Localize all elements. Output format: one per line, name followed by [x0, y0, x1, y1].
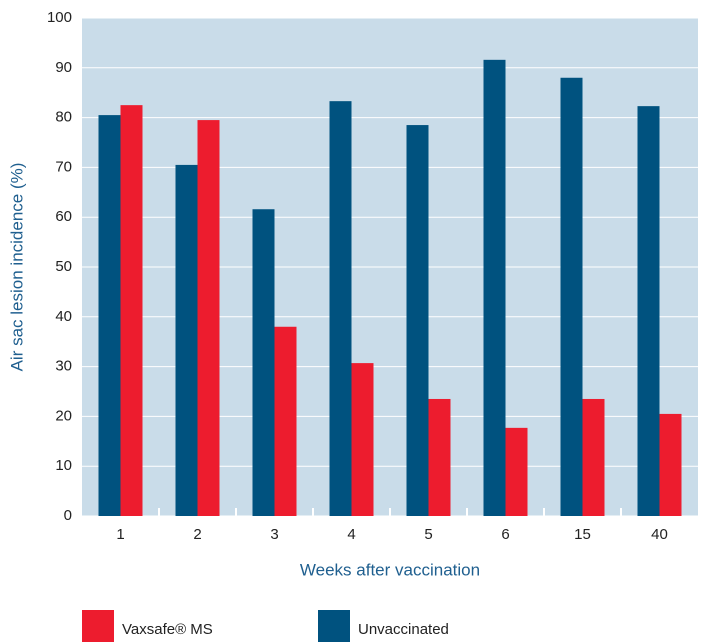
y-tick-label: 50 [55, 258, 72, 275]
x-tick-label: 4 [347, 526, 355, 543]
y-axis-title: Air sac lesion incidence (%) [7, 163, 26, 372]
x-tick-label: 6 [501, 526, 509, 543]
x-tick-label: 15 [574, 526, 591, 543]
bar [582, 398, 605, 516]
y-tick-label: 90 [55, 59, 72, 76]
bar [637, 106, 660, 517]
y-tick-label: 20 [55, 407, 72, 424]
bar [483, 59, 506, 516]
bar [274, 326, 297, 516]
bar [252, 209, 275, 516]
y-tick-label: 0 [64, 507, 72, 524]
legend-swatch [82, 610, 114, 642]
bar [175, 164, 198, 516]
x-axis-title: Weeks after vaccination [300, 560, 480, 579]
bar [659, 413, 682, 516]
legend-swatch [318, 610, 350, 642]
y-tick-label: 80 [55, 109, 72, 126]
y-tick-label: 10 [55, 457, 72, 474]
legend-label: Unvaccinated [358, 621, 449, 638]
y-tick-label: 100 [47, 9, 72, 26]
bar [98, 115, 121, 517]
legend-label: Vaxsafe® MS [122, 621, 213, 638]
bar [406, 125, 429, 516]
x-tick-label: 40 [651, 526, 668, 543]
bar [428, 398, 451, 516]
bar [120, 105, 143, 517]
bar [351, 363, 374, 516]
y-tick-label: 30 [55, 358, 72, 375]
bar [560, 77, 583, 516]
y-tick-label: 60 [55, 208, 72, 225]
y-tick-label: 70 [55, 158, 72, 175]
x-tick-label: 2 [193, 526, 201, 543]
x-tick-label: 5 [424, 526, 432, 543]
bar [329, 101, 352, 516]
bar [197, 120, 220, 516]
y-tick-label: 40 [55, 308, 72, 325]
x-tick-label: 1 [116, 526, 124, 543]
bar [505, 427, 528, 516]
x-tick-label: 3 [270, 526, 278, 543]
